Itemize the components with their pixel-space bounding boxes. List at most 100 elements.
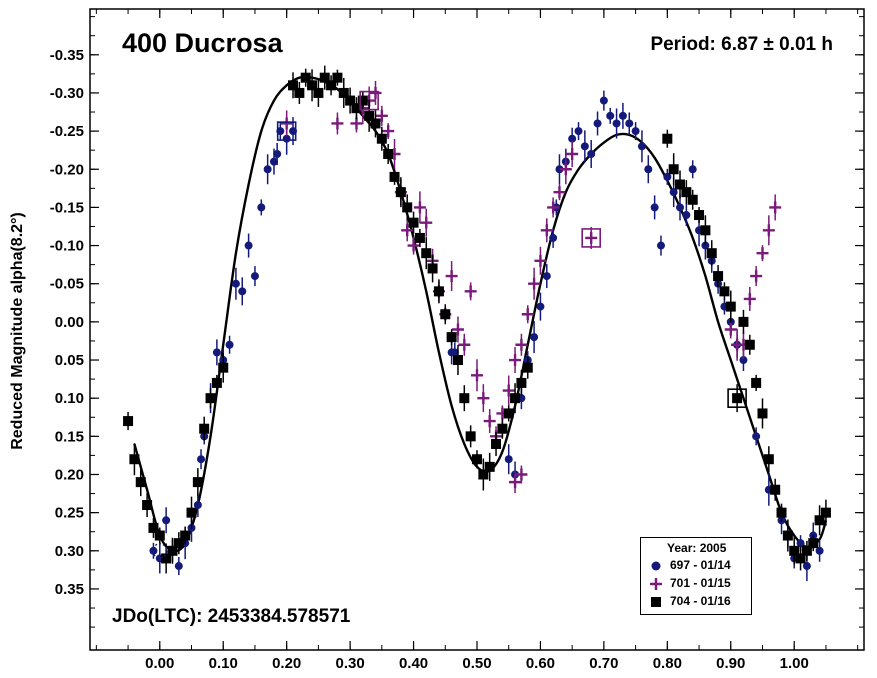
y-axis-label: Reduced Magnitude alpha(8.2°) bbox=[9, 212, 26, 450]
data-point bbox=[212, 348, 221, 357]
data-point bbox=[801, 545, 812, 556]
data-point bbox=[503, 408, 514, 419]
data-point bbox=[383, 148, 394, 159]
data-point bbox=[263, 165, 272, 174]
x-tick-labels: 0.00 0.10 0.20 0.30 0.40 0.50 0.60 0.70 0.80 0.90… bbox=[145, 655, 809, 672]
series-697 bbox=[149, 90, 824, 582]
x-tick-label: 0.00 bbox=[145, 655, 174, 672]
y-tick-label: -0.15 bbox=[50, 199, 84, 216]
highlight-marker bbox=[359, 90, 379, 111]
axis-ticks bbox=[90, 9, 864, 650]
data-point bbox=[676, 203, 685, 212]
circle-marker-icon bbox=[651, 561, 661, 571]
data-point bbox=[162, 516, 171, 525]
data-point bbox=[701, 241, 710, 250]
data-point bbox=[465, 431, 476, 442]
data-point bbox=[225, 340, 234, 349]
data-point bbox=[491, 438, 502, 449]
data-point bbox=[351, 103, 362, 114]
highlight-marker bbox=[152, 543, 168, 559]
data-point bbox=[637, 142, 646, 151]
y-tick-label: 0.00 bbox=[55, 314, 84, 331]
data-point bbox=[504, 455, 513, 464]
x-tick-label: 0.90 bbox=[716, 655, 745, 672]
x-tick-label: 0.10 bbox=[209, 655, 238, 672]
data-point bbox=[401, 224, 414, 237]
data-point bbox=[244, 241, 253, 250]
data-point bbox=[167, 545, 178, 556]
data-point bbox=[420, 216, 433, 229]
data-point bbox=[332, 72, 343, 83]
data-point bbox=[682, 211, 691, 220]
data-point bbox=[516, 377, 527, 388]
data-point bbox=[199, 423, 210, 434]
data-point bbox=[509, 354, 522, 367]
data-point bbox=[477, 392, 490, 405]
data-point bbox=[402, 202, 413, 213]
data-point bbox=[186, 507, 197, 518]
legend-label-701: 701 - 01/15 bbox=[670, 576, 731, 590]
series-704 bbox=[123, 65, 831, 574]
data-point bbox=[148, 522, 159, 533]
data-point bbox=[497, 423, 508, 434]
data-point bbox=[250, 272, 259, 281]
data-point bbox=[357, 95, 368, 106]
data-point bbox=[789, 545, 800, 556]
data-point bbox=[502, 384, 515, 397]
data-point bbox=[713, 271, 724, 282]
chart-title: 400 Ducrosa bbox=[122, 28, 283, 58]
data-point bbox=[273, 149, 282, 158]
data-point bbox=[599, 96, 608, 105]
square-marker-icon bbox=[651, 597, 661, 607]
data-point bbox=[458, 338, 471, 351]
data-point bbox=[744, 339, 755, 350]
data-point bbox=[732, 393, 743, 404]
data-point bbox=[300, 72, 311, 83]
data-point bbox=[376, 133, 387, 144]
data-point bbox=[180, 530, 191, 541]
data-point bbox=[738, 316, 749, 327]
epoch-label: JDo(LTC): 2453384.578571 bbox=[112, 606, 351, 627]
data-point bbox=[585, 231, 598, 244]
data-point bbox=[345, 95, 356, 106]
x-tick-label: 0.40 bbox=[399, 655, 428, 672]
data-point bbox=[815, 546, 824, 555]
data-point bbox=[719, 286, 730, 297]
data-point bbox=[149, 546, 158, 555]
data-point bbox=[542, 272, 551, 281]
data-point bbox=[631, 127, 640, 136]
data-point bbox=[472, 454, 482, 465]
plus-marker-icon bbox=[650, 578, 662, 590]
data-point bbox=[129, 454, 140, 465]
data-point bbox=[687, 194, 698, 205]
data-point bbox=[510, 393, 521, 404]
data-point bbox=[536, 302, 545, 311]
data-point bbox=[464, 285, 477, 298]
data-point bbox=[612, 119, 621, 128]
data-point bbox=[808, 538, 819, 549]
legend-label-704: 704 - 01/16 bbox=[670, 594, 731, 608]
data-point bbox=[218, 362, 229, 373]
data-points bbox=[123, 65, 831, 582]
data-point bbox=[364, 110, 375, 121]
y-tick-label: -0.30 bbox=[50, 85, 84, 102]
data-point bbox=[587, 149, 596, 158]
data-point bbox=[407, 239, 420, 252]
data-point bbox=[319, 72, 330, 83]
data-point bbox=[547, 201, 560, 214]
y-tick-label: -0.10 bbox=[50, 238, 84, 255]
legend: Year: 2005 697 - 01/14 701 - 01/15 704 -… bbox=[640, 537, 752, 615]
data-point bbox=[197, 455, 206, 464]
highlight-marker bbox=[276, 121, 297, 141]
data-point bbox=[413, 201, 426, 214]
data-point bbox=[307, 80, 318, 91]
data-point bbox=[675, 179, 686, 190]
data-point bbox=[752, 432, 761, 441]
data-point bbox=[625, 119, 634, 128]
data-point bbox=[483, 415, 496, 428]
data-point bbox=[743, 292, 756, 305]
x-tick-label: 0.70 bbox=[589, 655, 618, 672]
data-point bbox=[389, 171, 400, 182]
data-point bbox=[751, 377, 762, 388]
y-tick-label: 0.15 bbox=[55, 428, 84, 445]
